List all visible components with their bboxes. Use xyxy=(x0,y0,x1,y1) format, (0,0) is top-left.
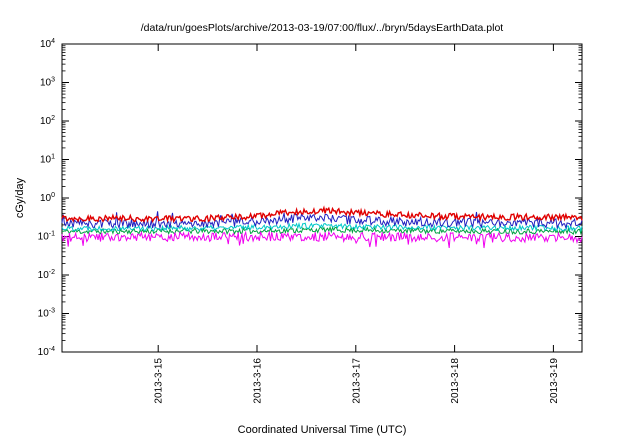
svg-text:101: 101 xyxy=(40,154,55,166)
series-green xyxy=(61,225,583,236)
svg-text:10-1: 10-1 xyxy=(38,231,55,243)
series-magenta xyxy=(61,230,583,249)
x-axis-label: Coordinated Universal Time (UTC) xyxy=(237,424,407,436)
svg-text:104: 104 xyxy=(40,38,55,50)
svg-text:10-3: 10-3 xyxy=(38,308,55,320)
svg-text:2013-3-15: 2013-3-15 xyxy=(154,358,165,404)
svg-text:100: 100 xyxy=(40,192,55,204)
svg-text:103: 103 xyxy=(40,77,55,89)
svg-text:2013-3-16: 2013-3-16 xyxy=(253,358,264,404)
svg-text:2013-3-17: 2013-3-17 xyxy=(351,358,362,404)
svg-text:2013-3-18: 2013-3-18 xyxy=(450,358,461,404)
svg-text:10-4: 10-4 xyxy=(38,346,55,358)
plot-title: /data/run/goesPlots/archive/2013-03-19/0… xyxy=(140,22,504,34)
series-cyan xyxy=(61,221,583,233)
series-red xyxy=(61,205,583,224)
svg-text:102: 102 xyxy=(40,115,55,127)
svg-text:2013-3-19: 2013-3-19 xyxy=(549,358,560,404)
svg-text:10-2: 10-2 xyxy=(38,269,55,281)
series-blue xyxy=(61,211,583,230)
